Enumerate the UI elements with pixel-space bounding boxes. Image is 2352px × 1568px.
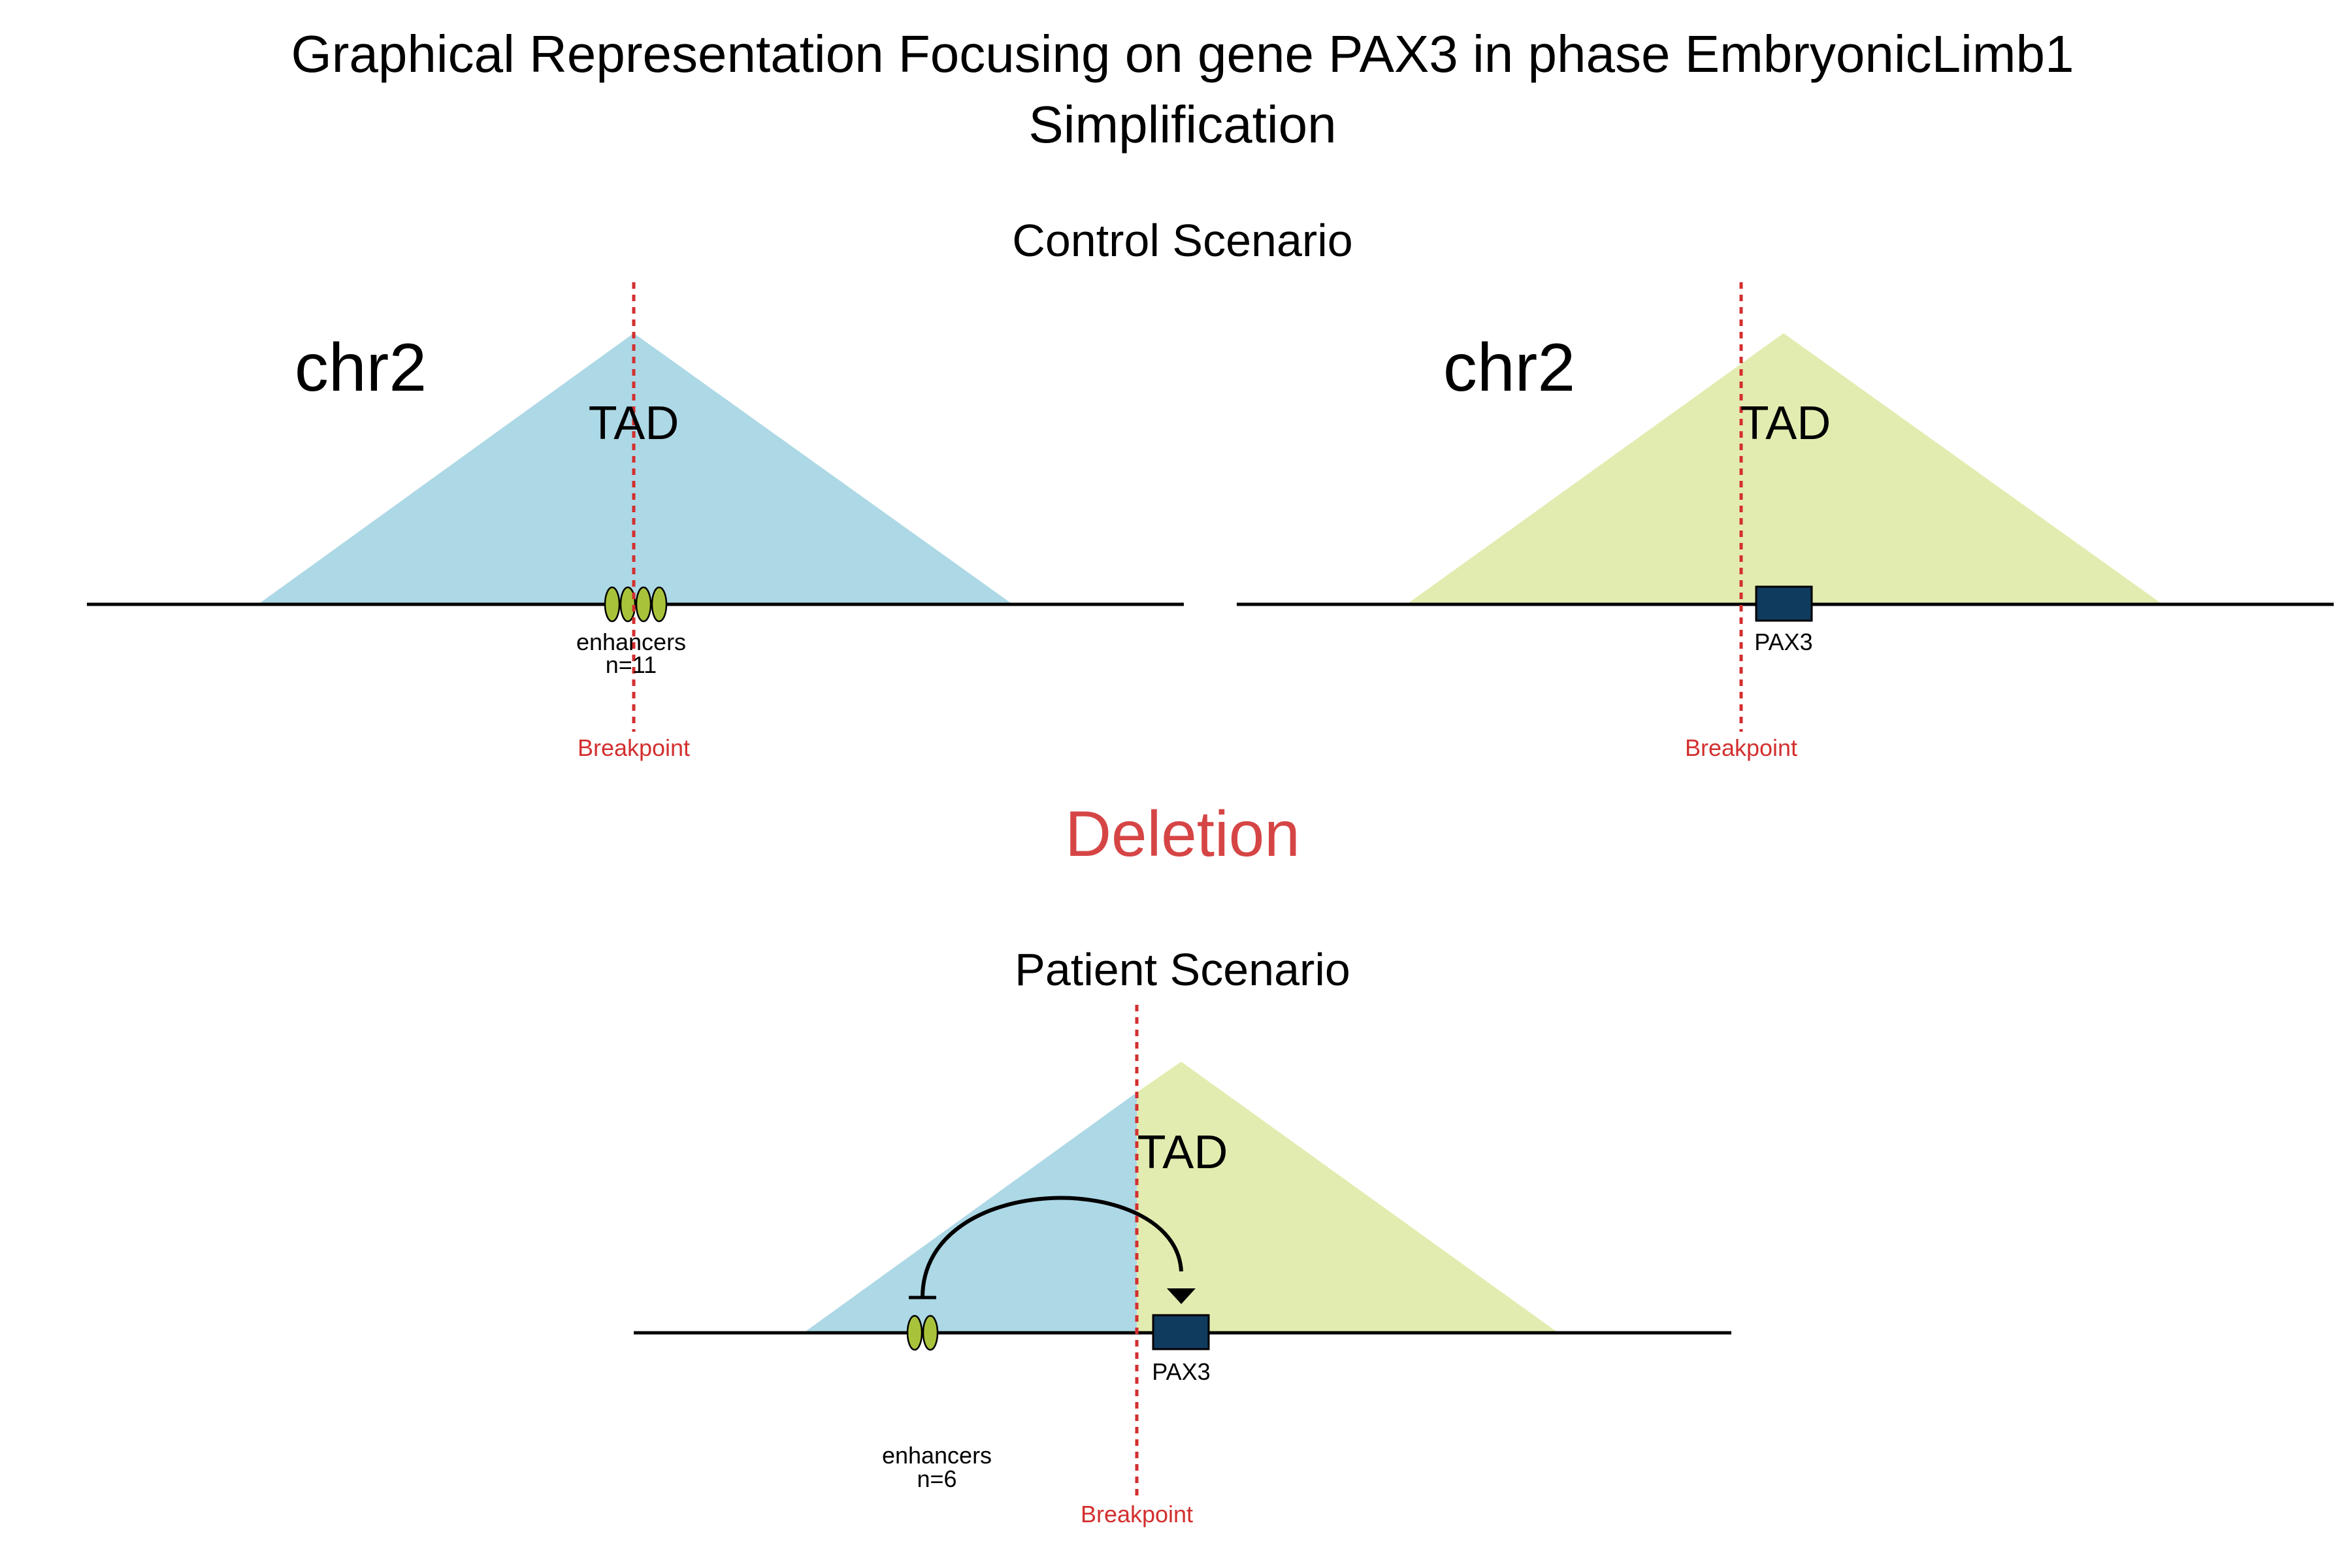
control-left-panel: chr2 TAD enhancers n=11 Breakpoint xyxy=(87,282,1184,761)
control-left-breakpoint-label: Breakpoint xyxy=(578,734,690,761)
control-left-enhancers-label: enhancers xyxy=(576,629,686,655)
enhancer-icon xyxy=(619,586,636,623)
control-right-chromosome-label: chr2 xyxy=(1443,330,1575,406)
control-left-enhancers xyxy=(604,586,668,623)
patient-enhancers-label: enhancers xyxy=(882,1442,992,1469)
control-scenario-heading: Control Scenario xyxy=(1012,215,1352,266)
patient-gene-label: PAX3 xyxy=(1152,1358,1210,1385)
control-right-gene-label: PAX3 xyxy=(1754,629,1812,655)
control-right-breakpoint-label: Breakpoint xyxy=(1685,734,1797,761)
control-right-panel: chr2 TAD PAX3 Breakpoint xyxy=(1237,282,2334,761)
enhancer-icon xyxy=(604,586,621,623)
event-label: Deletion xyxy=(1065,798,1300,870)
patient-scenario-heading: Patient Scenario xyxy=(1015,944,1350,995)
patient-tad-label: TAD xyxy=(1137,1126,1228,1179)
control-right-tad-label: TAD xyxy=(1740,397,1831,449)
regulation-arrowhead-icon xyxy=(1167,1288,1196,1304)
control-left-enhancers-count: n=11 xyxy=(606,651,657,678)
patient-breakpoint-label: Breakpoint xyxy=(1081,1501,1193,1527)
patient-panel: TAD PAX3 enhancers n=6 Breakpoint xyxy=(634,1005,1731,1527)
patient-tad-right-part xyxy=(1137,1062,1558,1333)
figure-title-line2: Simplification xyxy=(1028,95,1336,154)
patient-enhancers-count: n=6 xyxy=(917,1465,956,1492)
enhancer-icon xyxy=(922,1315,939,1351)
patient-tad-left-part xyxy=(804,1092,1137,1333)
enhancer-icon xyxy=(635,586,652,623)
control-left-chromosome-label: chr2 xyxy=(295,330,427,406)
pax3-gene-box xyxy=(1755,585,1813,622)
enhancer-icon xyxy=(906,1315,923,1351)
enhancer-icon xyxy=(651,586,668,623)
control-left-tad-label: TAD xyxy=(589,397,679,449)
pax3-gene-box xyxy=(1152,1314,1210,1350)
figure-title-line1: Graphical Representation Focusing on gen… xyxy=(291,25,2074,83)
control-right-tad-triangle xyxy=(1407,333,2163,604)
regulation-arrow xyxy=(921,1196,1183,1298)
patient-enhancers xyxy=(906,1315,939,1351)
